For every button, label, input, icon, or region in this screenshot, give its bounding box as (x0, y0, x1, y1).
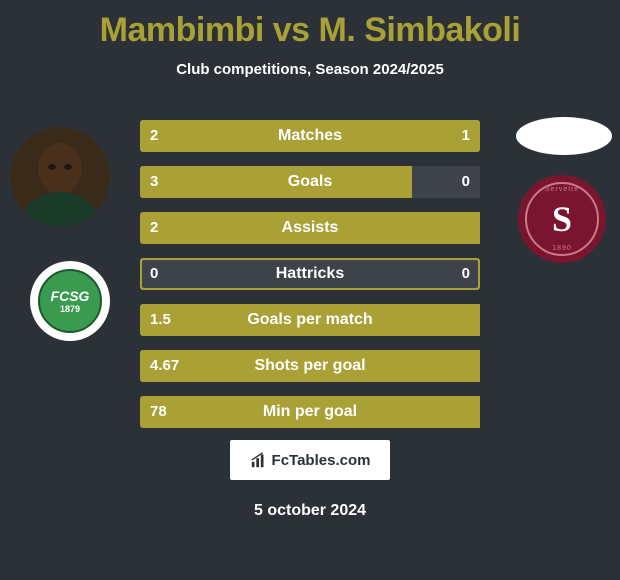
player-right-avatar (516, 117, 612, 155)
comparison-date: 5 october 2024 (0, 502, 620, 520)
comparison-subtitle: Club competitions, Season 2024/2025 (0, 61, 620, 78)
club-right-letter: S (552, 198, 572, 240)
player-left-avatar (10, 127, 110, 227)
stat-label: Matches (140, 120, 480, 152)
club-right-year: 1890 (552, 245, 572, 252)
stat-row: 21Matches (140, 120, 480, 152)
stat-label: Hattricks (140, 258, 480, 290)
stat-row: 78Min per goal (140, 396, 480, 428)
stat-row: 00Hattricks (140, 258, 480, 290)
stats-container: 21Matches 30Goals 2Assists 00Hattricks 1.5Go… (140, 120, 480, 442)
club-left-year: 1879 (60, 304, 80, 314)
club-left-badge-inner: FCSG 1879 (38, 269, 102, 333)
stat-label: Assists (140, 212, 480, 244)
avatar-placeholder-icon (10, 127, 110, 227)
stat-row: 2Assists (140, 212, 480, 244)
club-right-badge-inner: Servette S 1890 (525, 182, 599, 256)
stat-row: 4.67Shots per goal (140, 350, 480, 382)
club-right-name: Servette (545, 186, 579, 193)
stat-label: Goals per match (140, 304, 480, 336)
stat-label: Min per goal (140, 396, 480, 428)
club-right-badge: Servette S 1890 (518, 175, 606, 263)
club-left-badge: FCSG 1879 (30, 261, 110, 341)
stat-label: Shots per goal (140, 350, 480, 382)
stat-row: 1.5Goals per match (140, 304, 480, 336)
club-left-abbr: FCSG (51, 288, 90, 304)
fctables-text: FcTables.com (272, 452, 371, 469)
stat-label: Goals (140, 166, 480, 198)
stat-row: 30Goals (140, 166, 480, 198)
fctables-logo: FcTables.com (230, 440, 390, 480)
chart-icon (250, 451, 268, 469)
comparison-title: Mambimbi vs M. Simbakoli (0, 0, 620, 50)
